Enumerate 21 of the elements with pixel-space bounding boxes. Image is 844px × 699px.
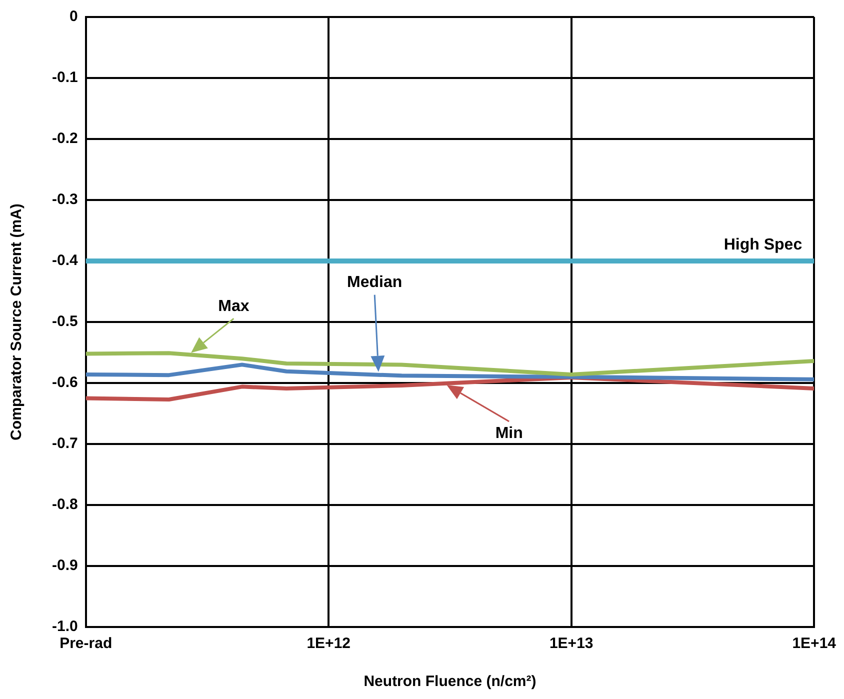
y-tick-label: -0.8 [52,496,78,514]
y-tick-label: -0.2 [52,130,78,148]
x-axis-title: Neutron Fluence (n/cm²) [364,673,536,690]
y-tick-label: 0 [70,8,78,26]
y-tick-label: -1.0 [52,618,78,636]
y-tick-label: -0.7 [52,435,78,452]
y-tick-label: -0.5 [52,313,78,330]
text: Median [347,274,402,292]
x-tick-label: 1E+12 [306,635,350,652]
y-tick-label: -0.6 [52,374,78,392]
y-axis-title: Comparator Source Current (mA) [8,204,26,440]
legend-label: Min [495,424,523,442]
x-tick-label: 1E+14 [792,635,837,652]
y-tick-label: -0.3 [52,191,78,208]
y-tick-label: -0.9 [52,557,78,574]
text: Max [218,298,250,315]
y-tick-label: -0.1 [52,69,78,86]
x-tick-label: Pre-rad [60,635,112,652]
y-tick-label: -0.4 [52,252,78,270]
ref-line-label: High Spec [724,236,802,254]
x-tick-label: 1E+13 [549,635,594,652]
